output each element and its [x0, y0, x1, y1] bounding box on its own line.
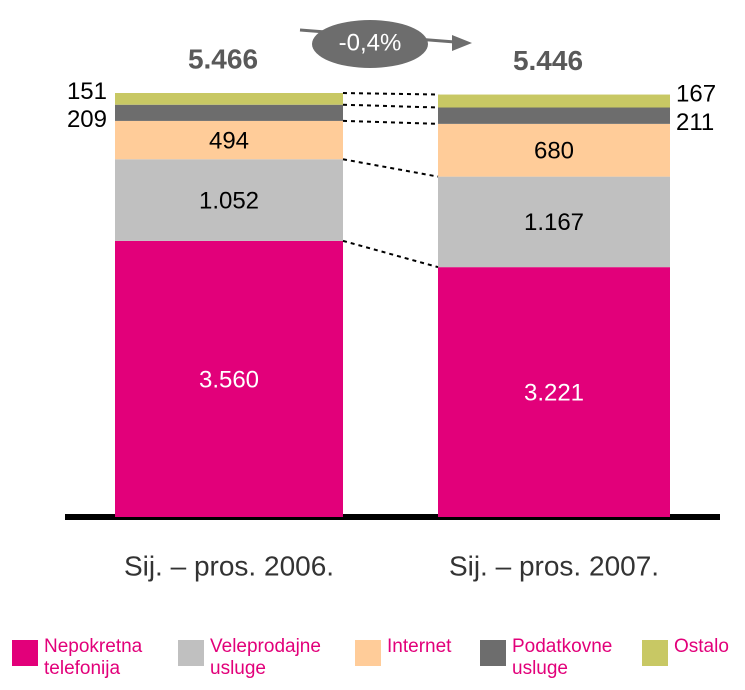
legend-item: Veleprodajne usluge [178, 636, 330, 680]
connector [342, 158, 439, 178]
change-label: -0,4% [339, 29, 402, 56]
legend-swatch [355, 640, 381, 666]
arrow-head [452, 35, 472, 51]
segment-label: 209 [67, 106, 107, 133]
bar-segment [115, 104, 343, 121]
bar-segment [438, 94, 670, 108]
segment-label: 3.221 [524, 379, 584, 406]
segment-label: 211 [676, 109, 714, 136]
legend-swatch [642, 640, 668, 666]
legend-item: Ostalo [642, 636, 745, 666]
legend-label: Veleprodajne usluge [210, 636, 321, 679]
bar-segment [438, 123, 670, 177]
legend-item: Internet [355, 636, 467, 666]
segment-label: 3.560 [199, 366, 259, 393]
legend: Nepokretna telefonija Veleprodajne usluge… [0, 636, 745, 690]
legend-label: Internet [387, 636, 452, 657]
bar-segment [115, 120, 343, 160]
bar-segment [438, 267, 670, 517]
legend-swatch [178, 640, 204, 666]
total-label: 5.466 [188, 43, 258, 74]
bar-segment [115, 159, 343, 241]
legend-label: Ostalo [674, 636, 729, 657]
connector [342, 239, 439, 269]
segment-label: 494 [209, 127, 249, 154]
connector [342, 92, 439, 96]
legend-item: Nepokretna telefonija [12, 636, 144, 680]
legend-swatch [12, 640, 38, 666]
total-label: 5.446 [513, 45, 583, 76]
segment-label: 151 [67, 78, 107, 105]
bar-segment [115, 240, 343, 517]
bar-segment [438, 176, 670, 268]
legend-label: Podatkovne usluge [512, 636, 613, 679]
segment-label: 167 [676, 80, 716, 107]
legend-label: Nepokretna telefonija [44, 636, 143, 679]
segment-label: 1.052 [199, 187, 259, 214]
bar-segment [438, 107, 670, 124]
connector [342, 103, 439, 109]
segment-label: 680 [534, 138, 574, 165]
x-tick-label: Sij. – pros. 2007. [449, 550, 659, 581]
legend-item: Podatkovne usluge [480, 636, 632, 680]
change-badge [312, 20, 428, 68]
x-tick-label: Sij. – pros. 2006. [124, 550, 334, 581]
segment-label: 1.167 [524, 209, 584, 236]
connector [342, 119, 439, 125]
bar-segment [115, 93, 343, 105]
legend-swatch [480, 640, 506, 666]
